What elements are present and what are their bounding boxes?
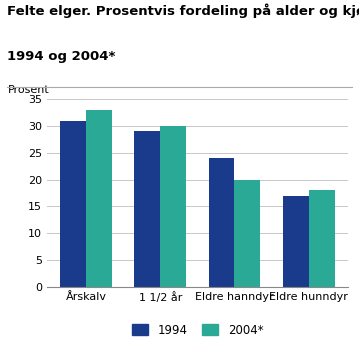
- Bar: [234, 179, 260, 287]
- Bar: [60, 121, 86, 287]
- Bar: [283, 196, 309, 287]
- Legend: 1994, 2004*: 1994, 2004*: [127, 319, 268, 341]
- Text: 1994 og 2004*: 1994 og 2004*: [7, 50, 116, 63]
- Bar: [209, 158, 234, 287]
- Bar: [160, 126, 186, 287]
- Text: Felte elger. Prosentvis fordeling på alder og kjønn.: Felte elger. Prosentvis fordeling på ald…: [7, 4, 359, 18]
- Bar: [135, 131, 160, 287]
- Bar: [86, 110, 112, 287]
- Bar: [309, 190, 335, 287]
- Text: Prosent: Prosent: [8, 85, 49, 95]
